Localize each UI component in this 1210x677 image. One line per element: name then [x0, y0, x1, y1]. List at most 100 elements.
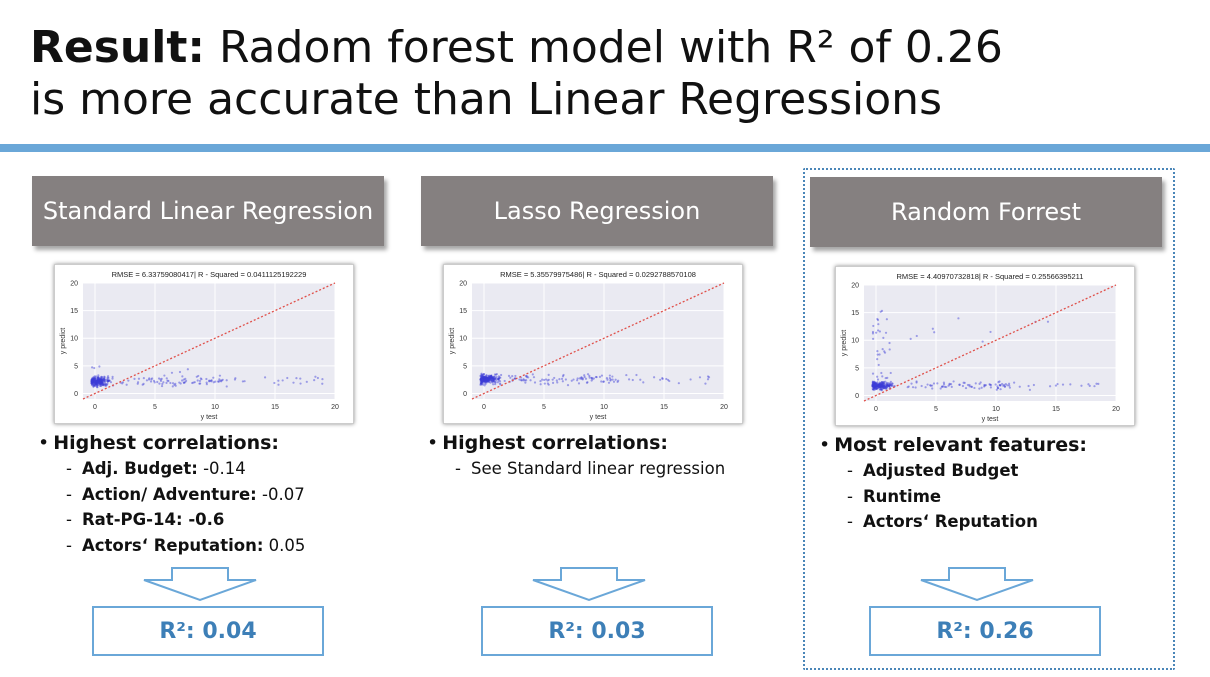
- data-point: [483, 379, 486, 383]
- data-point: [886, 384, 889, 387]
- data-point: [941, 385, 944, 388]
- data-point: [979, 381, 982, 384]
- data-point: [1003, 383, 1006, 386]
- data-point: [179, 382, 182, 385]
- data-point: [485, 377, 488, 380]
- data-point: [487, 378, 491, 381]
- data-point: [556, 381, 559, 384]
- data-point: [877, 384, 880, 387]
- data-point: [602, 380, 605, 383]
- data-point: [871, 384, 874, 387]
- data-point: [881, 381, 884, 385]
- data-point: [880, 383, 883, 387]
- data-point: [481, 378, 484, 381]
- data-points: [479, 372, 711, 387]
- data-point: [104, 382, 107, 386]
- data-point: [92, 377, 95, 380]
- data-point: [90, 381, 93, 385]
- data-point: [881, 381, 885, 384]
- data-point: [609, 379, 612, 382]
- data-point: [313, 379, 316, 382]
- data-point: [486, 376, 489, 380]
- data-point: [91, 382, 94, 386]
- data-point: [482, 377, 486, 380]
- data-point: [492, 379, 495, 382]
- data-point: [547, 378, 550, 381]
- data-point: [564, 378, 567, 381]
- column-header: Standard Linear Regression: [32, 176, 384, 246]
- data-point: [487, 375, 490, 378]
- data-point: [493, 375, 496, 378]
- data-point: [888, 341, 891, 345]
- data-point: [872, 382, 876, 385]
- data-point: [96, 381, 99, 385]
- data-point: [891, 382, 894, 385]
- data-point: [101, 379, 104, 382]
- data-point: [91, 381, 94, 384]
- data-point: [95, 380, 98, 384]
- x-tick-label: 20: [331, 404, 339, 411]
- data-point: [888, 384, 891, 387]
- data-point: [481, 379, 484, 383]
- title-bold: Result:: [30, 22, 205, 73]
- data-point: [98, 382, 101, 385]
- data-point: [889, 383, 892, 386]
- data-point: [877, 385, 880, 388]
- data-point: [92, 379, 95, 382]
- data-point: [96, 380, 99, 384]
- data-point: [706, 378, 710, 381]
- data-point: [157, 377, 161, 380]
- data-point: [98, 384, 102, 387]
- data-point: [184, 377, 187, 380]
- data-point: [480, 382, 483, 385]
- data-point: [491, 377, 495, 380]
- data-point: [483, 377, 487, 380]
- data-point: [91, 383, 94, 386]
- data-point: [486, 377, 489, 381]
- data-point: [93, 378, 96, 381]
- data-point: [880, 385, 883, 388]
- data-point: [147, 378, 151, 381]
- bullet-heading: • Most relevant features:: [819, 434, 1088, 456]
- data-point: [479, 382, 483, 385]
- data-point: [96, 379, 99, 382]
- data-point: [479, 375, 482, 378]
- data-point: [483, 379, 486, 382]
- data-point: [94, 382, 97, 385]
- x-tick-label: 10: [600, 404, 608, 411]
- data-point: [500, 373, 503, 377]
- data-point: [872, 385, 875, 388]
- data-point: [104, 383, 107, 387]
- data-point: [874, 386, 877, 389]
- data-point: [220, 380, 223, 383]
- data-point: [592, 377, 595, 380]
- data-point: [494, 373, 498, 376]
- data-point: [94, 381, 97, 384]
- data-point: [883, 383, 886, 386]
- data-point: [572, 378, 575, 381]
- data-point: [98, 379, 101, 382]
- data-point: [997, 380, 1000, 384]
- data-point: [482, 379, 485, 382]
- data-point: [486, 377, 489, 380]
- y-tick-label: 10: [851, 338, 859, 345]
- data-point: [880, 384, 883, 387]
- data-point: [484, 376, 487, 379]
- data-point: [494, 379, 498, 382]
- list-item: - Rat-PG-14: -0.6: [66, 510, 225, 529]
- data-point: [163, 374, 166, 377]
- data-point: [97, 378, 100, 381]
- data-point: [886, 382, 889, 385]
- data-point: [872, 388, 875, 391]
- data-point: [876, 378, 880, 381]
- data-point: [98, 365, 101, 368]
- data-point: [97, 377, 100, 380]
- data-point: [91, 380, 94, 383]
- data-point: [210, 380, 213, 383]
- data-point: [886, 383, 889, 387]
- data-point: [527, 376, 530, 379]
- data-point: [614, 378, 617, 381]
- data-point: [299, 382, 302, 385]
- data-point: [479, 376, 483, 379]
- data-point: [952, 380, 955, 383]
